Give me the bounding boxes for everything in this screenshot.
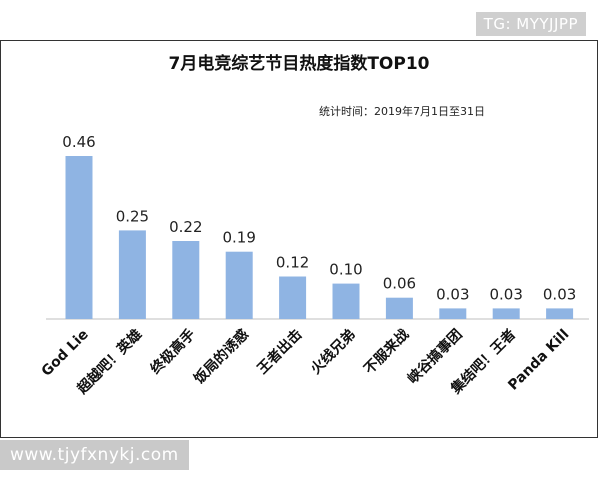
data-label: 0.06 <box>383 275 416 293</box>
bar <box>118 230 146 319</box>
data-label: 0.03 <box>436 285 469 303</box>
chart-frame: 7月电竞综艺节目热度指数TOP10 统计时间：2019年7月1日至31日 0.4… <box>0 40 598 438</box>
x-tick-label: 火线兄弟 <box>307 326 359 378</box>
chart-note: 统计时间：2019年7月1日至31日 <box>319 105 485 118</box>
bar <box>385 297 413 319</box>
watermark-top: TG: MYYJJPP <box>475 12 586 36</box>
data-label: 0.19 <box>222 229 255 247</box>
data-label: 0.25 <box>116 207 149 225</box>
bar <box>492 308 520 319</box>
data-label: 0.22 <box>169 218 202 236</box>
x-tick-label: God Lie <box>39 327 92 380</box>
chart-title: 7月电竞综艺节目热度指数TOP10 <box>168 54 430 74</box>
x-tick-label: 王者出击 <box>254 326 306 378</box>
bar <box>65 156 93 319</box>
data-label: 0.12 <box>276 254 309 272</box>
data-label: 0.03 <box>543 285 576 303</box>
bar <box>279 276 307 319</box>
data-label: 0.10 <box>329 261 362 279</box>
x-tick-label: 饭局的诱惑 <box>190 326 252 388</box>
bar <box>172 241 200 319</box>
data-label: 0.03 <box>489 285 522 303</box>
data-label: 0.46 <box>62 133 95 151</box>
watermark-bottom: www.tjyfxnykj.com <box>0 440 189 470</box>
x-tick-label: 终极高手 <box>147 326 199 378</box>
bar <box>546 308 574 319</box>
bar <box>225 251 253 319</box>
x-tick-label: 不服来战 <box>361 326 413 378</box>
bar <box>439 308 467 319</box>
bar <box>332 283 360 319</box>
